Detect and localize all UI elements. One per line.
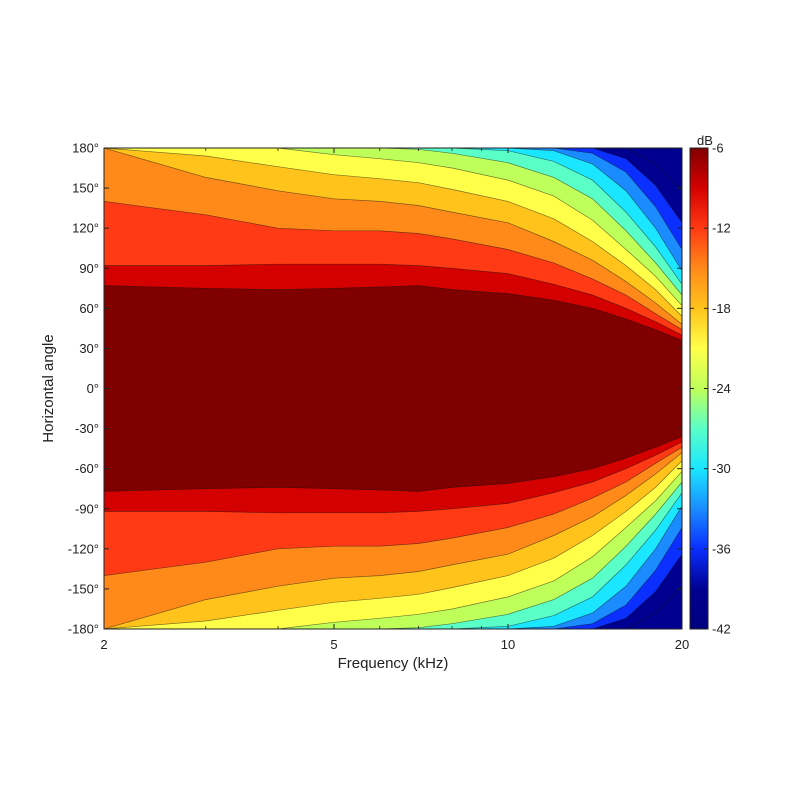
contour-line-lower (104, 441, 683, 514)
y-tick-label: -150° (68, 581, 99, 596)
contour-line-lower (103, 447, 683, 576)
colorbar-tick-label: -24 (712, 381, 731, 396)
y-tick-label: 150° (72, 181, 99, 196)
colorbar-tick-label: -18 (712, 301, 731, 316)
x-axis-label: Frequency (kHz) (338, 655, 449, 672)
y-tick-label: -60° (75, 461, 99, 476)
x-tick-label: 5 (330, 637, 337, 652)
y-tick-label: -90° (75, 501, 99, 516)
colorbar-tick-label: -12 (712, 221, 731, 236)
y-tick-label: -30° (75, 421, 99, 436)
contour-line-upper (103, 201, 683, 330)
colorbar-unit-label: dB (697, 133, 713, 148)
y-tick-label: 60° (79, 301, 99, 316)
y-tick-label: -120° (68, 541, 99, 556)
y-tick-label: 120° (72, 221, 99, 236)
contour-line-upper (103, 147, 683, 317)
y-tick-label: 180° (72, 141, 99, 156)
x-tick-label: 2 (100, 637, 107, 652)
colorbar-tick-label: -36 (712, 541, 731, 556)
colorbar-tick-label: -30 (712, 461, 731, 476)
y-tick-label: 0° (87, 381, 99, 396)
x-axis: 2 5 10 20 (100, 148, 689, 652)
y-axis: 180° 150° 120° 90° 60° 30° 0° -30° -60° -90° -120°… (68, 141, 682, 637)
contour-line-upper (103, 285, 683, 341)
y-tick-label: 90° (79, 261, 99, 276)
contour-line-lower (103, 436, 683, 492)
x-tick-label: 20 (675, 637, 689, 652)
contour-line-upper (104, 263, 683, 336)
contour-line-lower (103, 452, 683, 630)
contour-fills (104, 148, 682, 629)
x-tick-label: 10 (501, 637, 515, 652)
contour-band-6db (104, 285, 682, 492)
colorbar-tick-label: -42 (712, 622, 731, 637)
colorbar-tick-label: -6 (712, 141, 724, 156)
y-tick-label: -180° (68, 622, 99, 637)
y-axis-label: Horizontal angle (40, 334, 57, 442)
y-tick-label: 30° (79, 341, 99, 356)
colorbar: -6 -12 -18 -24 -30 -36 -42 (689, 141, 731, 637)
contour-line-lower (103, 460, 683, 630)
contour-line-upper (103, 147, 683, 325)
